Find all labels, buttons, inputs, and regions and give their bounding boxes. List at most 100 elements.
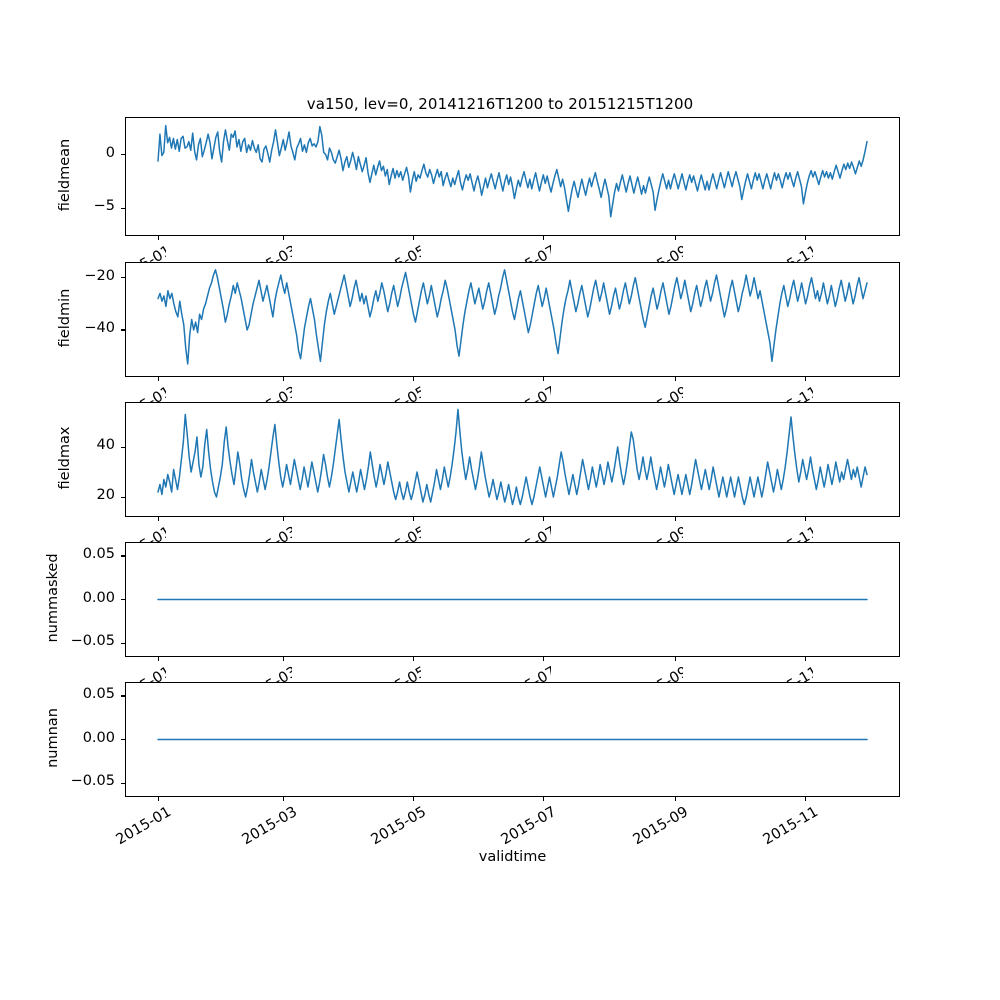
series-fieldmean — [157, 124, 868, 218]
panel-numnan: 0.05 0.00 −0.05 numnan 2015-01 2015-03 2015-05… — [45, 682, 900, 848]
x-tick-label-clip: 2015-07 — [431, 243, 551, 262]
x-tick-label: 2015-01 — [62, 243, 166, 262]
x-tick-mark — [804, 517, 806, 521]
x-tick-mark — [412, 517, 415, 521]
x-tick-mark — [674, 377, 676, 381]
figure-title: va150, lev=0, 20141216T1200 to 20151215T… — [306, 95, 694, 113]
x-tick-label-clip: 2015-11 — [693, 524, 813, 543]
y-tick-mark — [121, 739, 125, 741]
x-tick-label-clip: 2015-05 — [301, 664, 421, 683]
series-fieldmin — [157, 269, 868, 365]
y-tick-label: 20 — [96, 487, 115, 503]
x-tick-label: 2015-11 — [760, 804, 822, 849]
x-tick-label: 2015-09 — [579, 243, 683, 262]
y-tick-mark — [121, 642, 125, 644]
x-tick-label: 2015-03 — [239, 804, 300, 849]
series-fieldmax — [157, 408, 868, 506]
x-tick-label-clip: 2015-11 — [693, 243, 813, 262]
x-tick-mark — [542, 377, 544, 381]
x-tick-label: 2015-05 — [318, 524, 421, 543]
x-tick-label: 2015-07 — [447, 384, 551, 403]
x-tick-label: 2015-05 — [318, 243, 421, 262]
axes-frame — [125, 262, 900, 377]
x-tick-mark — [283, 517, 285, 521]
x-tick-label: 2015-07 — [447, 664, 551, 683]
y-tick-mark — [121, 277, 125, 279]
x-tick-mark — [157, 657, 159, 661]
x-tick-label: 2015-01 — [62, 664, 166, 683]
x-tick-label-clip: 2015-03 — [172, 524, 291, 543]
y-tick-label: 0.00 — [82, 729, 115, 746]
y-tick-label: −5 — [93, 198, 115, 215]
y-tick-label: 0 — [105, 144, 115, 161]
y-tick-label: 0.05 — [82, 685, 115, 702]
x-tick-label-clip: 2015-09 — [563, 664, 683, 683]
x-tick-label-clip: 2015-05 — [301, 524, 421, 543]
x-tick-label-clip: 2015-03 — [172, 243, 291, 262]
panel-nummasked: 0.05 0.00 −0.05 nummasked 2015-01 2015-03 2015… — [45, 542, 900, 683]
x-tick-label-clip: 2015-09 — [563, 243, 683, 262]
x-tick-label-clip: 2015-05 — [301, 384, 421, 403]
x-tick-label: 2015-09 — [630, 804, 692, 849]
x-tick-mark — [674, 657, 676, 661]
y-tick-mark — [121, 695, 125, 697]
y-tick-label: −40 — [84, 319, 115, 336]
x-tick-label: 2015-05 — [369, 804, 430, 849]
data-line — [157, 269, 868, 365]
y-tick-label: −0.05 — [70, 633, 115, 650]
x-axis-label: validtime — [478, 849, 547, 865]
x-tick-label: 2015-07 — [447, 243, 551, 262]
y-tick-mark — [121, 496, 125, 498]
x-tick-label-clip: 2015-05 — [301, 243, 421, 262]
x-tick-mark — [412, 657, 415, 661]
x-tick-label-clip: 2015-07 — [431, 384, 551, 403]
x-tick-mark — [412, 377, 415, 381]
y-tick-label: 0.00 — [82, 589, 115, 606]
y-tick-mark — [121, 207, 125, 209]
x-tick-mark — [157, 517, 159, 521]
x-tick-label-clip: 2015-09 — [563, 524, 683, 543]
x-tick-label: 2015-09 — [579, 524, 683, 543]
x-tick-label-clip: 2015-01 — [46, 524, 166, 543]
x-tick-label: 2015-07 — [447, 524, 551, 543]
x-tick-mark — [283, 236, 285, 240]
x-tick-mark — [542, 517, 544, 521]
x-tick-mark — [412, 797, 415, 801]
y-tick-label: −0.05 — [70, 773, 115, 790]
x-tick-mark — [804, 236, 806, 240]
y-axis-label-fieldmin: fieldmin — [57, 288, 73, 347]
x-tick-label: 2015-11 — [709, 524, 813, 543]
x-tick-label-clip: 2015-07 — [431, 524, 551, 543]
x-tick-label: 2015-09 — [579, 384, 683, 403]
x-tick-mark — [283, 797, 285, 801]
x-tick-mark — [542, 657, 544, 661]
y-tick-mark — [121, 154, 125, 156]
y-tick-mark — [121, 782, 125, 784]
x-tick-label-clip: 2015-03 — [172, 384, 291, 403]
x-tick-mark — [157, 236, 159, 240]
x-tick-mark — [412, 236, 415, 240]
x-tick-label: 2015-03 — [188, 384, 291, 403]
x-tick-label: 2015-11 — [709, 243, 813, 262]
y-tick-mark — [121, 599, 125, 601]
x-tick-label-clip: 2015-01 — [46, 664, 166, 683]
x-tick-label: 2015-03 — [188, 524, 291, 543]
y-tick-label: −20 — [84, 267, 115, 284]
x-tick-label-clip: 2015-11 — [693, 384, 813, 403]
x-tick-mark — [542, 797, 544, 801]
x-tick-mark — [283, 657, 285, 661]
x-tick-label: 2015-11 — [709, 384, 813, 403]
y-tick-mark — [121, 446, 125, 448]
y-axis-label-fieldmax: fieldmax — [57, 426, 73, 489]
x-tick-label-clip: 2015-11 — [693, 664, 813, 683]
x-tick-mark — [542, 236, 544, 240]
y-tick-label: 0.05 — [82, 545, 115, 562]
x-tick-label: 2015-07 — [498, 804, 560, 849]
data-line — [157, 124, 868, 218]
y-tick-mark — [121, 329, 125, 331]
panel-fieldmean: 0 −5 fieldmean 2015-01 2015-03 2015-05 2015-07… — [57, 117, 900, 262]
x-tick-mark — [674, 797, 676, 801]
x-tick-mark — [804, 657, 806, 661]
x-tick-label: 2015-09 — [579, 664, 683, 683]
